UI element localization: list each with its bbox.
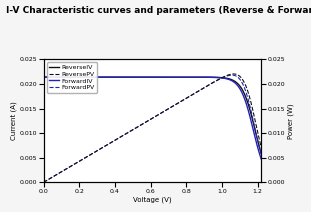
- Legend: ReverseIV, ReversePV, ForwardIV, ForwardPV: ReverseIV, ReversePV, ForwardIV, Forward…: [47, 63, 97, 93]
- ForwardIV: [259, 158, 263, 160]
- ForwardPV: [180, 99, 184, 102]
- ForwardPV: [174, 103, 178, 106]
- ReversePV: [42, 181, 45, 184]
- ForwardPV: [42, 181, 45, 184]
- Line: ForwardIV: ForwardIV: [44, 77, 261, 159]
- ForwardIV: [229, 79, 233, 82]
- ForwardIV: [168, 76, 172, 78]
- Text: I-V Characteristic curves and parameters (Reverse & Forward Scan): I-V Characteristic curves and parameters…: [6, 6, 311, 15]
- ReverseIV: [259, 152, 263, 155]
- ForwardPV: [207, 84, 211, 86]
- ReversePV: [174, 103, 178, 106]
- ForwardPV: [230, 74, 234, 76]
- ReverseIV: [168, 76, 172, 78]
- ForwardPV: [259, 153, 263, 155]
- ForwardIV: [42, 76, 45, 78]
- ReverseIV: [207, 76, 211, 78]
- X-axis label: Voltage (V): Voltage (V): [133, 196, 172, 203]
- ReversePV: [232, 73, 235, 75]
- ReverseIV: [55, 76, 59, 78]
- ReversePV: [55, 173, 59, 176]
- Line: ReverseIV: ReverseIV: [44, 77, 261, 154]
- ReverseIV: [42, 76, 45, 78]
- ReversePV: [229, 73, 233, 75]
- ReversePV: [168, 106, 172, 109]
- Line: ForwardPV: ForwardPV: [44, 75, 261, 182]
- ForwardIV: [174, 76, 178, 78]
- ReversePV: [180, 99, 184, 102]
- ReverseIV: [174, 76, 178, 78]
- ForwardIV: [207, 76, 211, 78]
- ForwardIV: [55, 76, 59, 78]
- ForwardPV: [55, 173, 59, 176]
- ForwardIV: [180, 76, 184, 78]
- Y-axis label: Current (A): Current (A): [10, 102, 17, 140]
- Line: ReversePV: ReversePV: [44, 74, 261, 182]
- ForwardPV: [229, 74, 233, 76]
- ReverseIV: [180, 76, 184, 78]
- ReverseIV: [229, 78, 233, 81]
- ReversePV: [207, 84, 211, 86]
- ForwardPV: [168, 107, 172, 109]
- ReversePV: [259, 146, 263, 149]
- Y-axis label: Power (W): Power (W): [288, 103, 295, 139]
